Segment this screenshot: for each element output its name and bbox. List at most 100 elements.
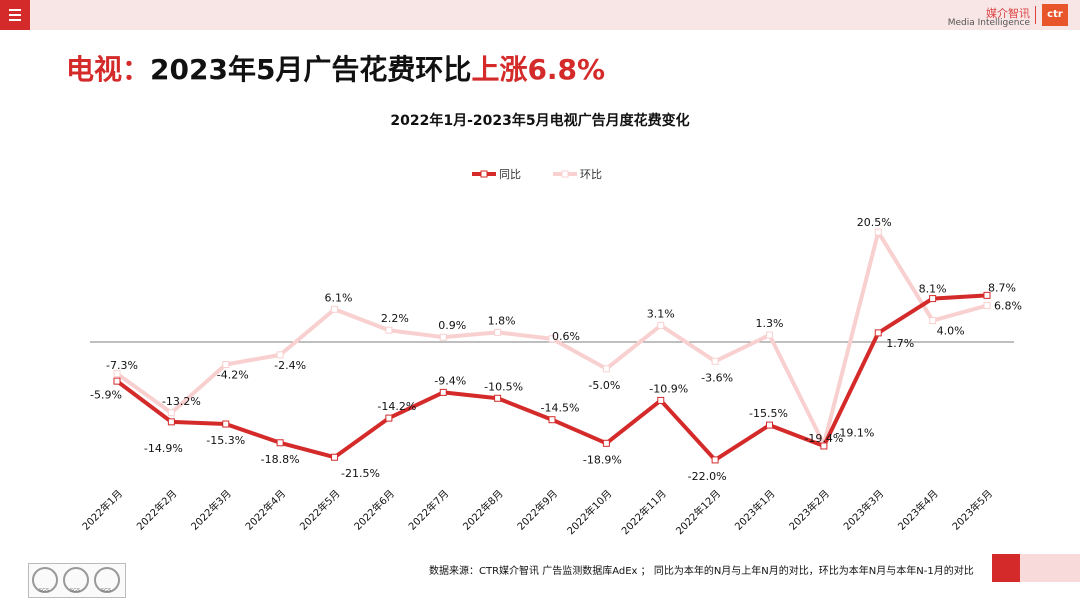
x-tick-label: 2022年6月 xyxy=(351,487,397,533)
data-point-mom xyxy=(983,302,991,310)
x-tick-label: 2022年3月 xyxy=(188,487,234,533)
data-point-yoy xyxy=(113,377,121,385)
certification-badges: SGS SGS SGS xyxy=(28,563,126,598)
data-label-mom: -13.2% xyxy=(162,395,201,408)
data-label-yoy: 8.7% xyxy=(988,281,1016,294)
data-label-mom: -19.1% xyxy=(835,426,874,439)
x-tick-label: 2022年5月 xyxy=(297,487,343,533)
sgs-label: SGS xyxy=(101,588,112,594)
data-label-yoy: -9.4% xyxy=(434,374,466,387)
footer-pink-band xyxy=(1020,554,1080,582)
data-point-yoy xyxy=(276,439,284,447)
data-label-yoy: -10.5% xyxy=(484,380,523,393)
page-title: 电视：2023年5月广告花费环比上涨6.8% xyxy=(66,48,605,88)
data-point-yoy xyxy=(548,416,556,424)
x-tick-label: 2022年8月 xyxy=(460,487,506,533)
data-label-yoy: -19.4% xyxy=(804,432,843,445)
line-chart: 同比 环比 -7.3% -14.9% -15.3% -18.8% -21.5% -14.2% -… xyxy=(79,168,1022,537)
data-label-mom: 1.3% xyxy=(756,317,784,330)
x-tick-label: 2022年7月 xyxy=(406,487,452,533)
data-label-mom: 20.5% xyxy=(857,216,892,229)
x-tick-label: 2022年1月 xyxy=(79,487,125,533)
data-label-mom: 1.8% xyxy=(488,314,516,327)
title-highlight: 上涨6.8% xyxy=(471,53,606,86)
data-label-mom: -5.9% xyxy=(90,389,122,402)
data-label-yoy: -7.3% xyxy=(106,359,138,372)
data-label-yoy: -14.9% xyxy=(144,442,183,455)
data-label-yoy: -14.5% xyxy=(541,402,580,415)
data-label-mom: 2.2% xyxy=(381,312,409,325)
data-point-mom xyxy=(657,321,665,329)
sgs-label: SGS xyxy=(39,588,50,594)
legend-label-mom: 环比 xyxy=(580,168,602,181)
data-label-mom: 0.9% xyxy=(438,319,466,332)
data-label-yoy: -14.2% xyxy=(377,400,416,413)
logo-en: Media Intelligence xyxy=(947,18,1030,28)
data-label-yoy: -15.5% xyxy=(749,407,788,420)
x-tick-label: 2022年11月 xyxy=(619,487,669,537)
data-point-yoy xyxy=(331,453,338,461)
hamburger-icon-line xyxy=(9,14,21,16)
data-point-yoy xyxy=(766,421,773,429)
legend-marker xyxy=(480,170,488,178)
data-point-mom xyxy=(874,228,882,236)
data-point-mom xyxy=(548,335,556,343)
data-point-mom xyxy=(766,331,773,339)
sgs-label: SGS xyxy=(70,588,81,594)
hamburger-icon xyxy=(9,9,21,11)
sgs-seal-icon xyxy=(32,567,58,593)
logo-divider xyxy=(1035,6,1036,24)
data-point-mom xyxy=(167,409,175,417)
data-point-yoy xyxy=(439,388,447,396)
data-label-yoy: -22.0% xyxy=(688,470,727,483)
data-label-yoy: 1.7% xyxy=(886,337,914,350)
x-tick-label: 2023年4月 xyxy=(895,487,941,533)
data-point-mom xyxy=(113,370,121,378)
x-tick-label: 2022年2月 xyxy=(134,487,180,533)
data-point-yoy xyxy=(385,414,393,422)
x-tick-label: 2023年3月 xyxy=(841,487,887,533)
x-tick-label: 2023年2月 xyxy=(786,487,832,533)
x-tick-label: 2023年1月 xyxy=(732,487,778,533)
data-label-mom: 0.6% xyxy=(552,330,580,343)
x-tick-label: 2022年10月 xyxy=(564,487,614,537)
data-label-mom: -5.0% xyxy=(588,379,620,392)
data-label-mom: -3.6% xyxy=(701,371,733,384)
source-note: 数据来源：CTR媒介智讯 广告监测数据库AdEx ； 同比为本年的N月与上年N月… xyxy=(429,566,974,577)
data-point-yoy xyxy=(820,442,828,450)
x-tick-label: 2022年9月 xyxy=(514,487,560,533)
top-bar xyxy=(0,0,1080,30)
legend-label-yoy: 同比 xyxy=(499,168,521,181)
sgs-seal-icon xyxy=(94,567,120,593)
data-label-mom: 3.1% xyxy=(647,307,675,320)
data-point-yoy xyxy=(222,420,230,428)
data-point-yoy xyxy=(602,439,610,447)
footer-red-block xyxy=(992,554,1020,582)
logo-cn: 媒介智讯 xyxy=(986,7,1030,20)
title-prefix: 电视： xyxy=(66,53,151,86)
data-label-mom: 6.8% xyxy=(994,300,1022,313)
hamburger-icon-line xyxy=(9,19,21,21)
data-point-yoy xyxy=(874,329,882,337)
data-label-yoy: -21.5% xyxy=(341,467,380,480)
data-point-mom xyxy=(222,361,230,369)
data-point-mom xyxy=(439,333,447,341)
data-label-mom: 4.0% xyxy=(937,325,965,338)
data-point-yoy xyxy=(929,295,937,303)
data-label-yoy: -18.9% xyxy=(583,453,622,466)
data-point-yoy xyxy=(657,396,665,404)
menu-button[interactable] xyxy=(0,0,30,30)
sgs-seal-icon xyxy=(63,567,89,593)
chart-title: 2022年1月-2023年5月电视广告月度花费变化 xyxy=(390,113,690,129)
data-point-mom xyxy=(331,305,338,313)
data-label-yoy: 8.1% xyxy=(919,283,947,296)
data-label-yoy: -15.3% xyxy=(206,434,245,447)
data-point-mom xyxy=(929,317,937,325)
data-label-yoy: -18.8% xyxy=(261,453,300,466)
legend-marker xyxy=(561,170,569,178)
data-point-mom xyxy=(711,357,719,365)
x-tick-label: 2022年4月 xyxy=(242,487,288,533)
x-tick-label: 2023年5月 xyxy=(949,487,995,533)
x-tick-label: 2022年12月 xyxy=(673,487,723,537)
data-label-mom: -4.2% xyxy=(217,369,249,382)
